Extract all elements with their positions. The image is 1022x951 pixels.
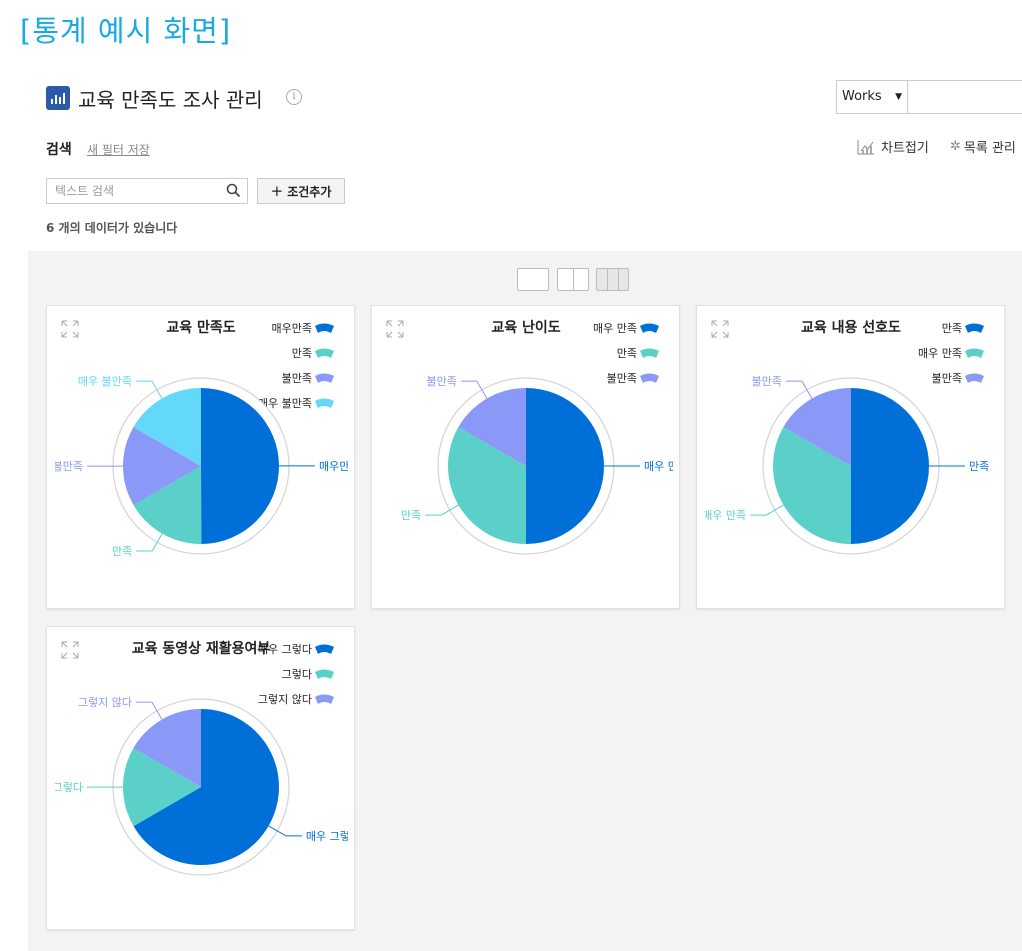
chart-title: 교육 만족도 <box>166 320 235 336</box>
legend-swatch <box>315 645 334 655</box>
legend-label: 매우 만족 <box>918 347 962 360</box>
legend-label: 불만족 <box>607 372 637 385</box>
slice-label: 불만족 <box>53 460 83 473</box>
expand-icon[interactable] <box>712 321 728 337</box>
legend-label: 불만족 <box>282 372 312 385</box>
add-condition-button[interactable]: +조건추가 <box>257 178 345 204</box>
layout-2col-button[interactable] <box>557 268 589 291</box>
text-search-input[interactable] <box>47 179 217 203</box>
gear-icon: ✲ <box>950 139 961 154</box>
save-new-filter-link[interactable]: 새 필터 저장 <box>87 141 150 158</box>
slice-label: 매우 만족 <box>702 509 746 522</box>
data-count: 6 개의 데이터가 있습니다 <box>46 219 177 236</box>
legend-swatch <box>965 324 984 334</box>
legend-swatch <box>315 399 334 409</box>
plus-icon: + <box>271 182 284 200</box>
works-select[interactable]: Works ▼ <box>836 80 908 114</box>
legend-label: 만족 <box>292 347 312 360</box>
expand-icon[interactable] <box>387 321 403 337</box>
slice-label: 그렇지 않다 <box>78 696 132 709</box>
layout-1col-button[interactable] <box>517 268 549 291</box>
expand-icon[interactable] <box>62 642 78 658</box>
legend-swatch <box>315 374 334 384</box>
page-title: 교육 만족도 조사 관리 <box>78 84 263 113</box>
slice-label: 그렇다 <box>53 781 83 794</box>
legend-swatch <box>640 374 659 384</box>
legend-label: 매우 그렇다 <box>258 643 312 656</box>
legend-swatch <box>640 349 659 359</box>
chart-fold-button[interactable]: 차트접기 <box>857 137 929 156</box>
chart-icon <box>857 139 875 155</box>
chart-title: 교육 내용 선호도 <box>801 320 901 336</box>
slice-label: 매우 만족 <box>644 460 680 473</box>
screen-caption: [통계 예시 화면] <box>20 8 231 50</box>
slice-label: 만족 <box>112 545 132 558</box>
layout-3col-button[interactable] <box>596 268 629 291</box>
slice-label: 만족 <box>969 460 989 473</box>
slice-label: 매우만족 <box>319 460 355 473</box>
works-select-value: Works <box>842 89 882 104</box>
expand-icon[interactable] <box>62 321 78 337</box>
search-label: 검색 <box>46 139 72 159</box>
legend-label: 만족 <box>617 347 637 360</box>
add-condition-label: 조건추가 <box>287 185 331 199</box>
legend-label: 매우 만족 <box>593 322 637 335</box>
legend-label: 불만족 <box>932 372 962 385</box>
list-manage-label: 목록 관리 <box>964 137 1016 156</box>
legend-swatch <box>965 349 984 359</box>
legend-swatch <box>965 374 984 384</box>
legend-swatch <box>640 324 659 334</box>
chart-title: 교육 동영상 재활용여부 <box>132 640 271 657</box>
list-manage-button[interactable]: ✲ 목록 관리 <box>950 137 1016 156</box>
works-search-input[interactable] <box>907 80 1022 114</box>
legend-label: 만족 <box>942 322 962 335</box>
legend-swatch <box>315 349 334 359</box>
legend-swatch <box>315 695 334 705</box>
caret-down-icon: ▼ <box>895 81 902 113</box>
slice-label: 불만족 <box>752 375 782 388</box>
text-search-box <box>46 178 248 204</box>
slice-label: 만족 <box>401 509 421 522</box>
legend-label: 매우만족 <box>272 322 312 335</box>
chart-fold-label: 차트접기 <box>881 137 929 156</box>
legend-label: 그렇다 <box>282 668 312 681</box>
info-icon[interactable]: i <box>286 89 302 105</box>
slice-label: 불만족 <box>427 375 457 388</box>
search-icon[interactable] <box>226 183 241 198</box>
legend-swatch <box>315 324 334 334</box>
slice-label: 매우 그렇다 <box>306 830 355 843</box>
legend-swatch <box>315 670 334 680</box>
chart-title: 교육 난이도 <box>491 319 560 336</box>
legend-label: 그렇지 않다 <box>258 693 312 706</box>
slice-label: 매우 불만족 <box>78 375 132 388</box>
chart-app-icon <box>46 86 70 110</box>
